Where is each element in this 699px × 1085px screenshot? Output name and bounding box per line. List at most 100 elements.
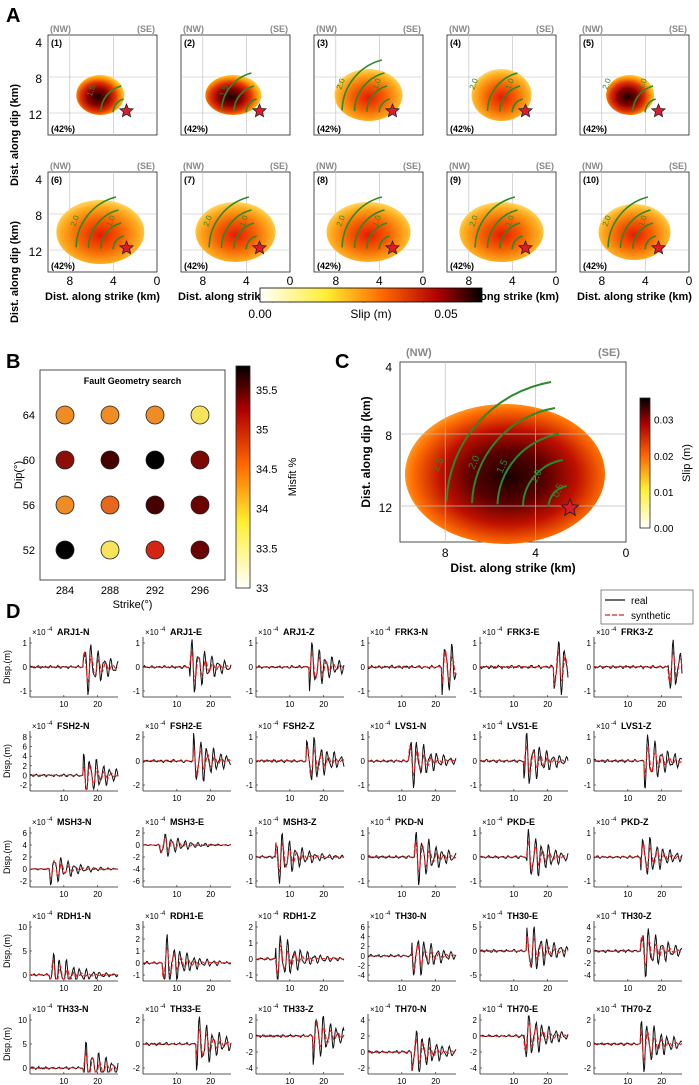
waveform-plot: ×10 -4 MSH3-Z10-110 20 bbox=[246, 817, 345, 899]
rupture-contour bbox=[644, 235, 656, 250]
x-tick-label: 20 bbox=[319, 794, 328, 803]
y-tick-label: -2 bbox=[246, 1048, 254, 1057]
y-tick-label: 0 bbox=[23, 1064, 28, 1073]
station-name: RDH1-N bbox=[57, 911, 91, 921]
contour-label: 1.0 bbox=[238, 214, 250, 228]
station-name: ARJ1-E bbox=[170, 627, 202, 637]
panel-b-ylabel: Dip(°) bbox=[13, 461, 25, 489]
station-name: LVS1-Z bbox=[621, 721, 652, 731]
y-tick-label: 8 bbox=[35, 72, 42, 86]
y-tick-label: 0 bbox=[136, 959, 141, 968]
x-tick-label: 20 bbox=[206, 1077, 215, 1085]
subplot-percent: (42%) bbox=[583, 261, 607, 271]
colorbar-tick-label: 34 bbox=[256, 504, 268, 516]
exponent-base: ×10 bbox=[370, 818, 384, 827]
waveform-plot: ×10 -4 RDH1-N 10 5 0 10 20 Disp.(m) bbox=[2, 911, 119, 993]
contour-label: 1.0 bbox=[105, 214, 117, 228]
panel-a-colorbar-label: Slip (m) bbox=[350, 307, 391, 321]
x-tick-label: 20 bbox=[543, 700, 552, 709]
x-tick-label: 10 bbox=[172, 794, 181, 803]
x-tick-label: 8 bbox=[66, 274, 73, 288]
real-waveform bbox=[29, 857, 119, 886]
synthetic-waveform bbox=[142, 651, 232, 684]
contour-label: 2.0 bbox=[468, 214, 480, 228]
misfit-point bbox=[145, 405, 165, 425]
x-tick-label: 10 bbox=[172, 700, 181, 709]
y-tick-label: 6 bbox=[361, 923, 366, 932]
synthetic-waveform bbox=[367, 650, 457, 684]
x-tick-label: 20 bbox=[657, 1077, 666, 1085]
exponent-power: -4 bbox=[160, 1004, 166, 1010]
y-tick-label: 2 bbox=[249, 923, 254, 932]
hypocenter-star bbox=[517, 102, 534, 118]
subplot-percent: (42%) bbox=[317, 124, 341, 134]
y-tick-label: 1 bbox=[249, 829, 254, 838]
x-tick-label: 10 bbox=[59, 794, 68, 803]
exponent-power: -4 bbox=[497, 721, 503, 727]
x-tick-label: 20 bbox=[431, 794, 440, 803]
x-tick-label: 10 bbox=[623, 984, 632, 993]
y-tick-label: 2 bbox=[361, 1032, 366, 1041]
y-tick-label: 0 bbox=[136, 1040, 141, 1049]
synthetic-waveform bbox=[368, 942, 457, 972]
rupture-contour bbox=[87, 209, 119, 249]
misfit-point bbox=[100, 405, 120, 425]
dip-tick-label: 56 bbox=[23, 500, 35, 512]
y-tick-label: 4 bbox=[23, 841, 28, 850]
dir-nw: (NW) bbox=[582, 24, 603, 34]
synthetic-waveform bbox=[255, 652, 345, 681]
rupture-contour bbox=[378, 98, 390, 113]
x-tick-label: 20 bbox=[93, 1077, 102, 1085]
y-tick-label: 5 bbox=[473, 923, 478, 932]
real-waveform bbox=[479, 732, 569, 784]
station-name: FSH2-E bbox=[170, 721, 202, 731]
panel-label-a: A bbox=[6, 5, 20, 27]
real-waveform bbox=[367, 643, 457, 696]
x-tick-label: 20 bbox=[206, 794, 215, 803]
real-waveform bbox=[367, 831, 457, 886]
y-tick-label: -4 bbox=[133, 865, 141, 874]
x-tick-label: 20 bbox=[543, 1077, 552, 1085]
dir-se: (SE) bbox=[270, 161, 288, 171]
exponent-base: ×10 bbox=[145, 912, 159, 921]
synthetic-waveform bbox=[479, 935, 569, 967]
rupture-contour bbox=[499, 85, 521, 112]
station-name: TH70-N bbox=[395, 1004, 427, 1014]
misfit-point bbox=[190, 495, 210, 515]
synthetic-waveform bbox=[142, 946, 231, 979]
y-tick-label: -1 bbox=[470, 687, 478, 696]
synthetic-waveform bbox=[142, 745, 232, 778]
y-tick-label: 4 bbox=[385, 361, 392, 375]
contour-label: 2.0 bbox=[467, 454, 483, 472]
dir-se: (SE) bbox=[403, 161, 421, 171]
dir-nw: (NW) bbox=[50, 24, 71, 34]
real-waveform bbox=[479, 926, 569, 970]
y-tick-label: 0 bbox=[249, 757, 254, 766]
exponent-base: ×10 bbox=[258, 628, 272, 637]
exponent-base: ×10 bbox=[370, 722, 384, 731]
rupture-contour bbox=[619, 209, 651, 249]
x-tick-label: 4 bbox=[642, 274, 649, 288]
station-name: PKD-E bbox=[507, 817, 535, 827]
y-tick-label: 0 bbox=[473, 947, 478, 956]
waveform-plot: ×10 -4 FSH2-Z10-110 20 bbox=[246, 721, 345, 803]
contour-label: 1.0 bbox=[529, 468, 545, 486]
slip-patch bbox=[606, 75, 655, 115]
panel-label-b: B bbox=[6, 351, 20, 373]
x-tick-label: 10 bbox=[623, 890, 632, 899]
exponent-base: ×10 bbox=[370, 628, 384, 637]
rupture-contour bbox=[112, 235, 124, 250]
real-waveform bbox=[29, 753, 119, 791]
rupture-contour bbox=[521, 459, 563, 506]
real-waveform bbox=[142, 934, 231, 981]
exponent-power: -4 bbox=[611, 1004, 617, 1010]
subplot-id: (6) bbox=[51, 175, 62, 185]
rupture-contour bbox=[353, 209, 385, 249]
x-tick-label: 10 bbox=[59, 984, 68, 993]
subplot-id: (5) bbox=[583, 38, 594, 48]
y-tick-label: 6 bbox=[23, 829, 28, 838]
y-tick-label: 0 bbox=[473, 853, 478, 862]
